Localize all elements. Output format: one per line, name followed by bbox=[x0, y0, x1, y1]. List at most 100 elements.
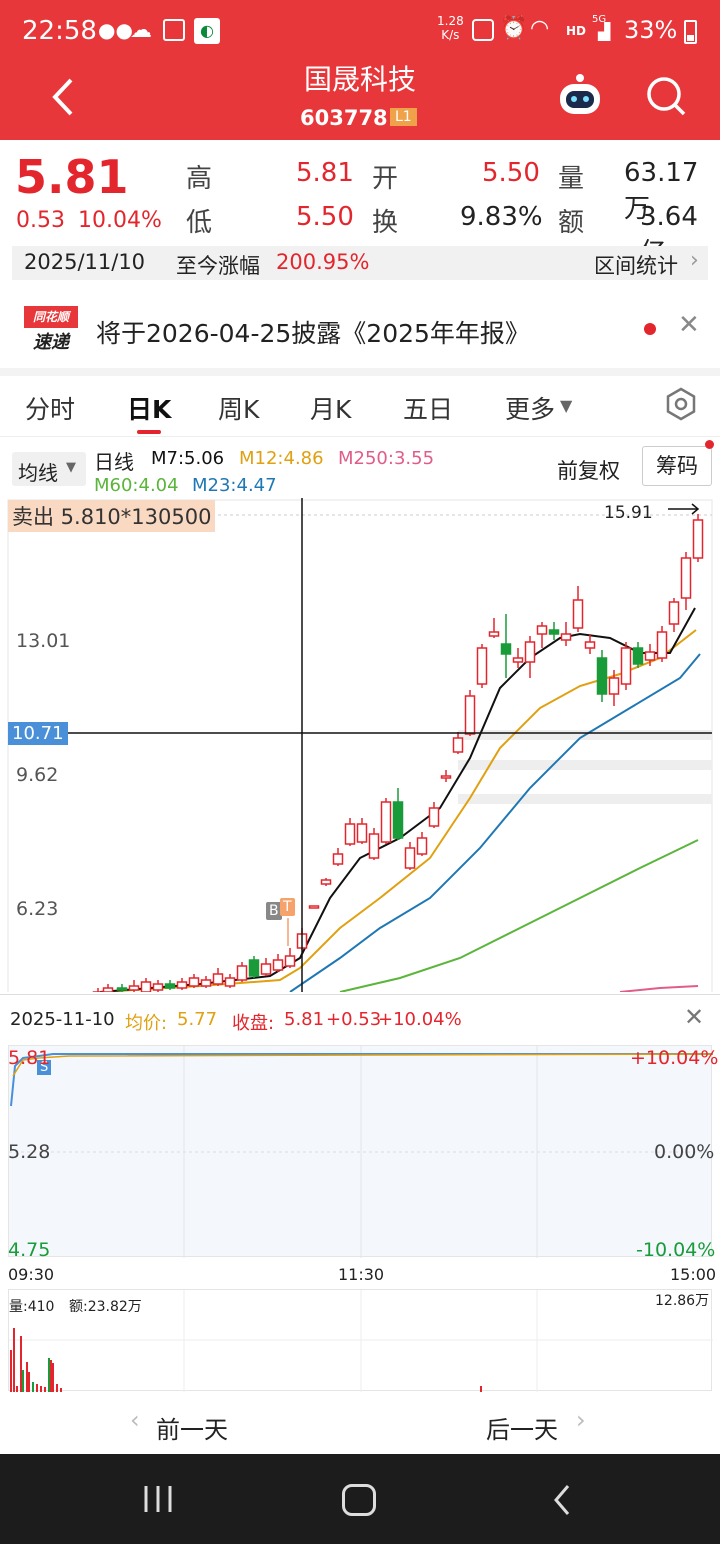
kline-chart[interactable]: 卖出 5.810*130500 15.91 13.01 9.62 6.23 10… bbox=[0, 498, 720, 992]
divider bbox=[0, 368, 720, 376]
y-axis-label: 9.62 bbox=[16, 764, 59, 786]
low-value: 5.50 bbox=[296, 202, 354, 232]
tab-five-day[interactable]: 五日 bbox=[403, 395, 454, 424]
avg-label: 均价: bbox=[125, 1013, 168, 1034]
turnover-value: 9.83% bbox=[460, 202, 543, 232]
ma23-label: M23:4.47 bbox=[192, 475, 277, 496]
close-change: +0.53 bbox=[326, 1009, 382, 1030]
tab-daily-k[interactable]: 日K bbox=[127, 395, 172, 424]
wifi-icon: ◠ bbox=[530, 16, 550, 41]
ma12-label: M12:4.86 bbox=[239, 448, 324, 469]
candle bbox=[680, 557, 692, 599]
status-bar: 22:58 ●● ☁ ◐ 1.28 K/s ⏰ ◠ HD 5G ▟ 33% bbox=[0, 0, 720, 62]
tab-monthly-k[interactable]: 月K bbox=[310, 395, 352, 424]
hd-badge: HD bbox=[566, 24, 587, 38]
chevron-down-icon: ▼ bbox=[560, 396, 573, 415]
candle bbox=[440, 775, 452, 779]
volume-label: 量:410 bbox=[9, 1299, 55, 1315]
buy-marker: B bbox=[266, 902, 282, 920]
prev-day-button[interactable]: 前一天 bbox=[156, 1416, 228, 1444]
intraday-chart[interactable]: S bbox=[8, 1045, 713, 1258]
candle bbox=[140, 981, 152, 992]
candle bbox=[692, 519, 704, 559]
candle bbox=[368, 833, 380, 859]
chevron-right-icon: › bbox=[690, 248, 699, 273]
interval-stats-link[interactable]: 区间统计 bbox=[594, 254, 678, 278]
ths-logo: 同花顺 速递 bbox=[24, 306, 78, 353]
candle bbox=[380, 801, 392, 843]
chevron-right-icon: › bbox=[576, 1406, 586, 1434]
status-time: 22:58 bbox=[22, 16, 97, 46]
close-icon[interactable]: ✕ bbox=[684, 1003, 705, 1031]
candle bbox=[200, 979, 212, 987]
net-speed: 1.28 K/s bbox=[437, 14, 464, 42]
next-day-button[interactable]: 后一天 bbox=[486, 1416, 558, 1444]
chip-dot bbox=[705, 440, 714, 449]
candle bbox=[404, 847, 416, 869]
ma250-label: M250:3.55 bbox=[338, 448, 435, 469]
battery-icon bbox=[684, 20, 697, 44]
gallery-icon bbox=[163, 19, 185, 41]
volume-label: 量 bbox=[558, 164, 585, 194]
since-value: 200.95% bbox=[276, 250, 370, 274]
candle bbox=[512, 657, 524, 663]
open-label: 开 bbox=[372, 164, 399, 194]
battery-text: 33% bbox=[624, 16, 678, 44]
chip-button[interactable]: 筹码 bbox=[642, 446, 712, 486]
pct-top-label: +10.04% bbox=[630, 1047, 719, 1069]
tab-weekly-k[interactable]: 周K bbox=[218, 395, 260, 424]
candle bbox=[128, 985, 140, 991]
candle bbox=[176, 981, 188, 989]
candle bbox=[356, 823, 368, 843]
search-icon[interactable] bbox=[644, 74, 688, 118]
candle bbox=[236, 965, 248, 981]
candle bbox=[224, 977, 236, 987]
candle bbox=[668, 601, 680, 625]
close-pct: +10.04% bbox=[378, 1009, 462, 1030]
high-label: 高 bbox=[186, 164, 213, 194]
candle bbox=[524, 641, 536, 663]
chevron-left-icon: ‹ bbox=[130, 1406, 140, 1434]
tab-intraday[interactable]: 分时 bbox=[25, 395, 76, 424]
ma-selector[interactable]: 均线 ▼ bbox=[12, 452, 86, 486]
notice-banner[interactable]: 同花顺 速递 将于2026-04-25披露《2025年年报》 ✕ bbox=[0, 296, 720, 366]
candle bbox=[248, 959, 260, 977]
level-badge: L1 bbox=[390, 108, 417, 126]
recent-apps-icon[interactable] bbox=[140, 1482, 176, 1516]
candle bbox=[632, 647, 644, 665]
candle bbox=[656, 631, 668, 659]
ma7-label: M7:5.06 bbox=[151, 448, 225, 469]
back-nav-icon[interactable] bbox=[548, 1482, 578, 1518]
pct-bottom-label: -10.04% bbox=[636, 1239, 716, 1261]
stock-code: 603778 bbox=[300, 106, 388, 130]
back-button[interactable] bbox=[45, 72, 85, 122]
price-change-pct: 10.04% bbox=[78, 208, 162, 233]
tab-more[interactable]: 更多 bbox=[505, 395, 556, 424]
unread-dot bbox=[644, 323, 656, 335]
signal-icon: ▟ bbox=[598, 22, 611, 41]
max-price-label: 15.91 bbox=[604, 503, 653, 523]
home-icon[interactable] bbox=[342, 1484, 376, 1516]
t-marker: T bbox=[280, 898, 295, 916]
wechat-icon: ●● bbox=[98, 18, 133, 42]
adjust-toggle[interactable]: 前复权 bbox=[557, 459, 620, 483]
time-mid: 11:30 bbox=[338, 1265, 385, 1284]
open-value: 5.50 bbox=[482, 158, 540, 188]
robot-icon[interactable] bbox=[556, 72, 604, 118]
app-icon: ◐ bbox=[194, 18, 220, 44]
candle bbox=[102, 987, 114, 992]
settings-icon[interactable] bbox=[664, 387, 698, 421]
message-icon bbox=[472, 19, 494, 41]
amount-label: 额 bbox=[558, 208, 585, 238]
y-top-label: 5.81 bbox=[8, 1047, 51, 1069]
volume-value: 63.17万 bbox=[624, 158, 699, 224]
tab-indicator bbox=[137, 430, 161, 434]
candle bbox=[596, 657, 608, 695]
y-axis-label: 13.01 bbox=[16, 630, 71, 652]
interval-bar[interactable]: 2025/11/10 至今涨幅 200.95% 区间统计 › bbox=[12, 246, 708, 280]
candle bbox=[116, 987, 128, 991]
candle bbox=[392, 801, 404, 839]
candle bbox=[644, 651, 656, 661]
close-icon[interactable]: ✕ bbox=[678, 310, 700, 340]
candle bbox=[344, 823, 356, 845]
